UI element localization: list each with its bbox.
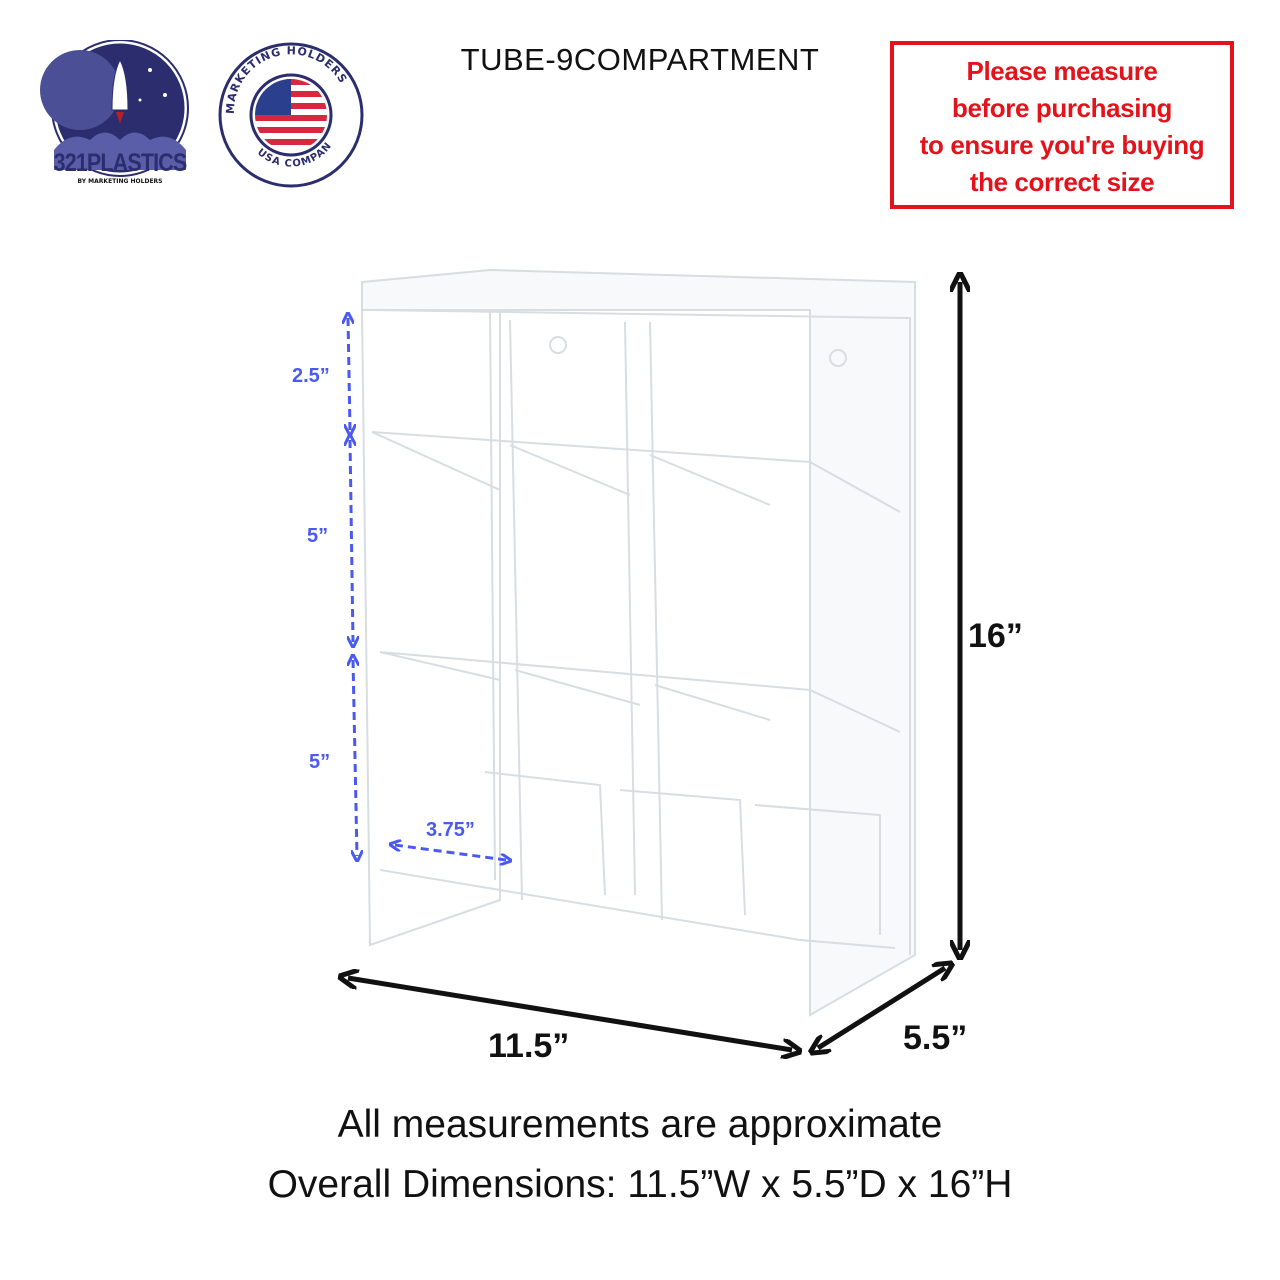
warning-line: Please measure — [966, 56, 1158, 86]
logo-321plastics-text: 321PLASTICS — [53, 149, 188, 177]
approximate-note: All measurements are approximate — [337, 1103, 943, 1146]
top-section-label: 2.5” — [292, 365, 330, 387]
depth-label: 5.5” — [903, 1019, 968, 1057]
warning-line: to ensure you're buying — [919, 130, 1205, 160]
bottom-section-label: 5” — [309, 751, 331, 773]
middle-section-label: 5” — [307, 525, 329, 547]
measure-warning-box: Please measure before purchasing to ensu… — [890, 41, 1234, 209]
warning-line: before purchasing — [951, 93, 1172, 123]
height-label: 16” — [968, 617, 1023, 655]
overall-dimensions: Overall Dimensions: 11.5”W x 5.5”D x 16”… — [267, 1163, 1013, 1206]
321plastics-logo: 321PLASTICS BY MARKETING HOLDERS — [40, 39, 200, 190]
compartment-width-label: 3.75” — [426, 819, 475, 841]
logo-321plastics-sub: BY MARKETING HOLDERS — [77, 178, 163, 185]
marketing-holders-logo: MARKETING HOLDERS USA COMPANY — [218, 42, 364, 188]
warning-line: the correct size — [969, 167, 1155, 197]
product-title: TUBE-9COMPARTMENT — [460, 42, 820, 77]
width-label: 11.5” — [488, 1027, 570, 1065]
